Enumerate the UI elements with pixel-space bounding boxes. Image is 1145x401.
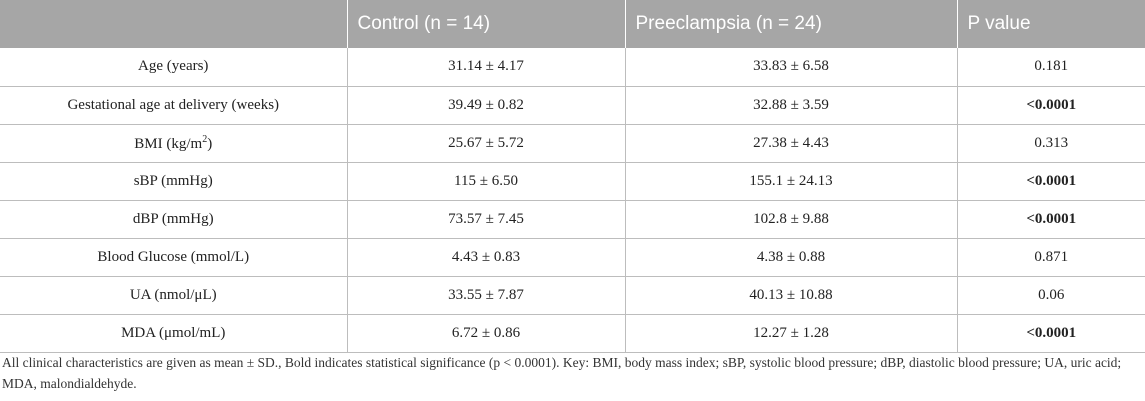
table-row: UA (nmol/μL) 33.55 ± 7.87 40.13 ± 10.88 … (0, 275, 1145, 315)
control-value: 33.55 ± 7.87 (346, 275, 626, 315)
table-row: Gestational age at delivery (weeks) 39.4… (0, 85, 1145, 125)
row-label: sBP (mmHg) (0, 161, 348, 201)
header-characteristic (0, 0, 348, 48)
preeclampsia-value: 102.8 ± 9.88 (624, 199, 958, 239)
table-row: MDA (μmol/mL) 6.72 ± 0.86 12.27 ± 1.28 <… (0, 313, 1145, 353)
header-control: Control (n = 14) (347, 0, 626, 48)
table-row: Blood Glucose (mmol/L) 4.43 ± 0.83 4.38 … (0, 237, 1145, 277)
p-value: 0.181 (956, 48, 1145, 87)
row-label: Blood Glucose (mmol/L) (0, 237, 348, 277)
preeclampsia-value: 12.27 ± 1.28 (624, 313, 958, 353)
p-value: 0.871 (956, 237, 1145, 277)
preeclampsia-value: 4.38 ± 0.88 (624, 237, 958, 277)
p-value: <0.0001 (956, 161, 1145, 201)
control-value: 6.72 ± 0.86 (346, 313, 626, 353)
row-label: Gestational age at delivery (weeks) (0, 85, 348, 125)
table-row: sBP (mmHg) 115 ± 6.50 155.1 ± 24.13 <0.0… (0, 161, 1145, 201)
clinical-characteristics-table: Control (n = 14) Preeclampsia (n = 24) P… (0, 0, 1145, 353)
table-header-row: Control (n = 14) Preeclampsia (n = 24) P… (0, 0, 1145, 48)
p-value: <0.0001 (956, 313, 1145, 353)
preeclampsia-value: 40.13 ± 10.88 (624, 275, 958, 315)
table-row: dBP (mmHg) 73.57 ± 7.45 102.8 ± 9.88 <0.… (0, 199, 1145, 239)
control-value: 39.49 ± 0.82 (346, 85, 626, 125)
row-label: UA (nmol/μL) (0, 275, 348, 315)
preeclampsia-value: 33.83 ± 6.58 (624, 48, 958, 87)
preeclampsia-value: 27.38 ± 4.43 (624, 123, 958, 163)
row-label-main: BMI (kg/m (134, 135, 203, 152)
header-p-value: P value (957, 0, 1145, 48)
row-label: Age (years) (0, 48, 348, 87)
p-value: 0.313 (956, 123, 1145, 163)
preeclampsia-value: 155.1 ± 24.13 (624, 161, 958, 201)
row-label: dBP (mmHg) (0, 199, 348, 239)
table-row: Age (years) 31.14 ± 4.17 33.83 ± 6.58 0.… (0, 48, 1145, 87)
row-label-superscript: 2 (202, 133, 208, 145)
control-value: 25.67 ± 5.72 (346, 123, 626, 163)
p-value: 0.06 (956, 275, 1145, 315)
control-value: 31.14 ± 4.17 (346, 48, 626, 87)
row-label: MDA (μmol/mL) (0, 313, 348, 353)
row-label: BMI (kg/m2) (0, 123, 348, 163)
control-value: 115 ± 6.50 (346, 161, 626, 201)
control-value: 73.57 ± 7.45 (346, 199, 626, 239)
control-value: 4.43 ± 0.83 (346, 237, 626, 277)
p-value: <0.0001 (956, 199, 1145, 239)
header-preeclampsia: Preeclampsia (n = 24) (625, 0, 958, 48)
p-value: <0.0001 (956, 85, 1145, 125)
table-footnote: All clinical characteristics are given a… (2, 355, 1122, 391)
table-row: BMI (kg/m2) 25.67 ± 5.72 27.38 ± 4.43 0.… (0, 123, 1145, 163)
row-label-end: ) (207, 135, 213, 152)
preeclampsia-value: 32.88 ± 3.59 (624, 85, 958, 125)
